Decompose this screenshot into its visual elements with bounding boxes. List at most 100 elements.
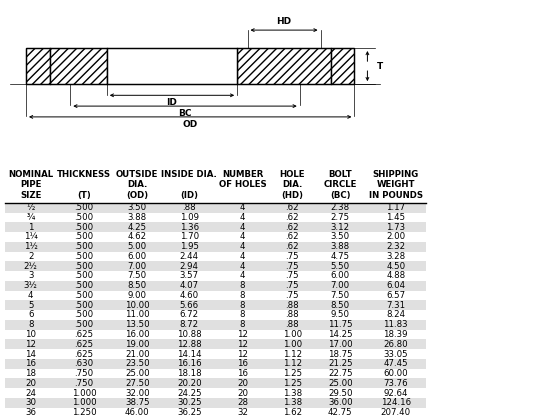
Text: .500: .500 [75, 301, 93, 310]
Text: .500: .500 [75, 320, 93, 329]
Text: 28: 28 [237, 398, 248, 407]
Text: .500: .500 [75, 291, 93, 300]
Text: (HD): (HD) [281, 191, 303, 200]
Text: 30.25: 30.25 [177, 398, 201, 407]
Text: 18: 18 [25, 369, 36, 378]
Bar [5, 281, 426, 291]
Text: 1.25: 1.25 [283, 369, 302, 378]
Text: 3: 3 [28, 271, 34, 281]
Text: 7.00: 7.00 [128, 262, 147, 270]
Text: (OD): (OD) [126, 191, 148, 200]
Text: HOLE: HOLE [280, 170, 305, 179]
Text: 20: 20 [25, 379, 36, 388]
Text: (ID): (ID) [180, 191, 198, 200]
Text: 5: 5 [28, 301, 34, 310]
Text: 5.50: 5.50 [331, 262, 350, 270]
Text: 20.20: 20.20 [177, 379, 201, 388]
Text: 8: 8 [240, 320, 245, 329]
Text: 22.75: 22.75 [328, 369, 353, 378]
Text: 18.39: 18.39 [384, 330, 408, 339]
Text: 1.000: 1.000 [71, 398, 96, 407]
Text: .75: .75 [286, 262, 299, 270]
Text: 1: 1 [28, 223, 34, 232]
Text: 23.50: 23.50 [125, 359, 150, 368]
Text: 46.00: 46.00 [125, 408, 150, 417]
Text: 16: 16 [25, 359, 36, 368]
Text: .500: .500 [75, 271, 93, 281]
Text: DIA.: DIA. [127, 180, 148, 189]
Text: 42.75: 42.75 [328, 408, 353, 417]
Bar [5, 300, 426, 310]
Text: 36: 36 [25, 408, 36, 417]
Bar [5, 388, 426, 398]
Bar [5, 213, 426, 222]
Text: 1.00: 1.00 [283, 340, 302, 349]
Text: SHIPPING: SHIPPING [373, 170, 419, 179]
Bar [5, 261, 426, 271]
Text: 207.40: 207.40 [381, 408, 411, 417]
Text: .75: .75 [286, 271, 299, 281]
Text: .630: .630 [75, 359, 93, 368]
Text: INSIDE DIA.: INSIDE DIA. [161, 170, 217, 179]
Text: 4: 4 [240, 252, 245, 261]
Text: 6: 6 [28, 310, 34, 320]
Text: 5.00: 5.00 [128, 242, 147, 251]
Text: 73.76: 73.76 [383, 379, 408, 388]
Text: 4.25: 4.25 [128, 223, 147, 232]
Text: 4.60: 4.60 [180, 291, 199, 300]
Bar [5, 252, 426, 261]
Text: .75: .75 [286, 281, 299, 290]
Text: 36.00: 36.00 [328, 398, 353, 407]
Text: 92.64: 92.64 [384, 388, 408, 398]
Text: 4: 4 [240, 213, 245, 222]
Text: (T): (T) [77, 191, 91, 200]
Text: 25.00: 25.00 [125, 369, 150, 378]
Text: HD: HD [277, 17, 292, 26]
Text: ½: ½ [27, 203, 35, 212]
Text: 18.75: 18.75 [328, 349, 353, 359]
Text: 4: 4 [240, 203, 245, 212]
Text: 1.38: 1.38 [283, 388, 302, 398]
Text: .625: .625 [75, 330, 93, 339]
Text: .625: .625 [75, 349, 93, 359]
Bar [5, 349, 426, 359]
Text: .88: .88 [286, 301, 299, 310]
Text: .750: .750 [75, 369, 93, 378]
Text: 2.00: 2.00 [386, 232, 405, 241]
Bar [5, 369, 426, 378]
Bar [26, 48, 50, 84]
Text: 16: 16 [237, 359, 248, 368]
Text: 7.00: 7.00 [331, 281, 350, 290]
Text: 8: 8 [28, 320, 34, 329]
Text: .62: .62 [286, 213, 299, 222]
Bar [5, 339, 426, 349]
Text: (BC): (BC) [330, 191, 351, 200]
Text: 10: 10 [25, 330, 36, 339]
Bar [5, 320, 426, 330]
Bar [26, 48, 354, 84]
Text: .500: .500 [75, 223, 93, 232]
Text: 60.00: 60.00 [383, 369, 408, 378]
Text: .62: .62 [286, 242, 299, 251]
Bar [237, 48, 331, 84]
Text: 4: 4 [240, 232, 245, 241]
Text: 4: 4 [28, 291, 34, 300]
Text: 6.00: 6.00 [331, 271, 350, 281]
Text: 21.00: 21.00 [125, 349, 150, 359]
Text: 14.14: 14.14 [177, 349, 201, 359]
Text: 16.16: 16.16 [177, 359, 201, 368]
Text: 17.00: 17.00 [328, 340, 353, 349]
Text: 4.75: 4.75 [331, 252, 350, 261]
Text: 1.12: 1.12 [283, 349, 302, 359]
Bar [5, 242, 426, 252]
Text: 1.45: 1.45 [386, 213, 405, 222]
Text: PIPE: PIPE [20, 180, 42, 189]
Text: 4.88: 4.88 [386, 271, 405, 281]
Text: 1.38: 1.38 [283, 398, 302, 407]
Text: 7.50: 7.50 [331, 291, 350, 300]
Text: .500: .500 [75, 213, 93, 222]
Bar [5, 378, 426, 388]
Text: 12: 12 [25, 340, 36, 349]
Bar [26, 48, 50, 84]
Bar [331, 48, 354, 84]
